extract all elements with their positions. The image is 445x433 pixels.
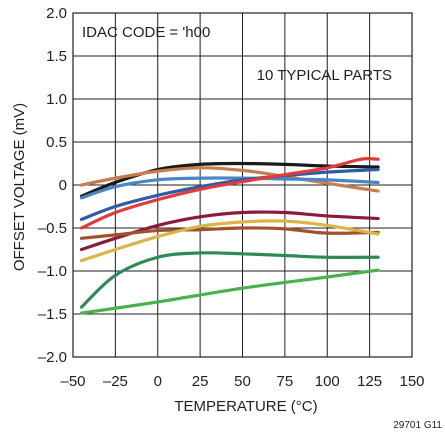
- idac-code-annotation: IDAC CODE = 'h00: [82, 24, 210, 41]
- x-tick-label: 125: [357, 373, 382, 390]
- series-line: [79, 156, 380, 230]
- x-tick-label: 100: [315, 373, 340, 390]
- y-tick-label: 1.0: [46, 91, 67, 108]
- y-tick-labels: 2.0 1.5 1.0 0.5 0 –0.5 –1.0 –1.5 –2.0: [38, 5, 67, 366]
- x-tick-label: 50: [234, 373, 251, 390]
- data-curves: [79, 156, 380, 315]
- y-tick-label: 2.0: [46, 5, 67, 22]
- y-tick-label: 0: [59, 177, 67, 194]
- series-line: [79, 161, 380, 198]
- y-tick-label: –0.5: [38, 220, 67, 237]
- y-tick-label: –1.0: [38, 263, 67, 280]
- y-tick-label: 0.5: [46, 134, 67, 151]
- y-axis-title: OFFSET VOLTAGE (mV): [11, 103, 28, 271]
- y-tick-label: –1.5: [38, 306, 67, 323]
- series-line: [79, 268, 380, 315]
- series-line: [79, 167, 380, 221]
- series-line: [79, 210, 380, 252]
- plot-frame: [72, 12, 413, 358]
- series-line: [79, 226, 380, 240]
- x-axis-title: TEMPERATURE (°C): [174, 398, 317, 415]
- series-line: [79, 166, 380, 193]
- x-tick-labels: –50 –25 0 25 50 75 100 125 150: [60, 373, 424, 390]
- series-line: [79, 219, 380, 263]
- y-tick-label: –2.0: [38, 349, 67, 366]
- x-tick-label: 75: [277, 373, 294, 390]
- x-tick-label: –25: [103, 373, 128, 390]
- x-tick-label: –50: [60, 373, 85, 390]
- typical-parts-annotation: 10 TYPICAL PARTS: [257, 67, 392, 84]
- y-tick-label: 1.5: [46, 48, 67, 65]
- x-tick-label: 0: [154, 373, 162, 390]
- figure-id: 29701 G11: [393, 420, 442, 431]
- series-line: [79, 251, 380, 309]
- series-line: [79, 176, 380, 200]
- x-tick-label: 25: [192, 373, 209, 390]
- x-tick-label: 150: [399, 373, 424, 390]
